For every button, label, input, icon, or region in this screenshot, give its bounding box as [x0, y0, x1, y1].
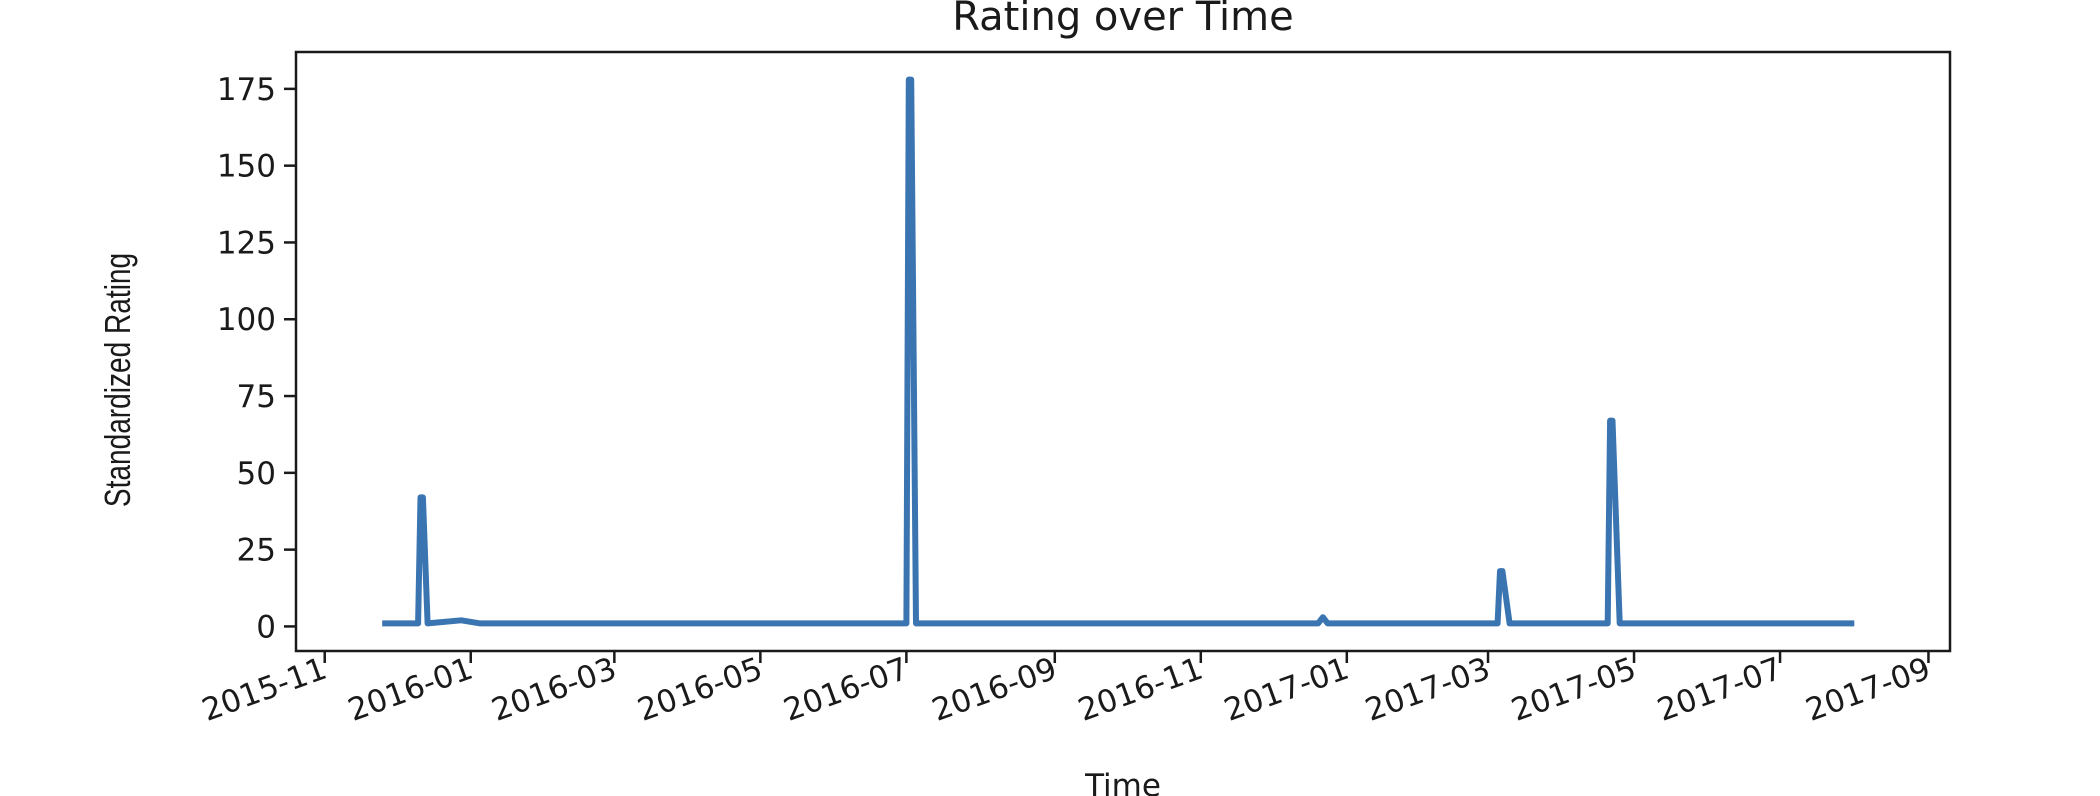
y-tick-label: 25 [237, 533, 276, 569]
x-tick-label: 2017-07 [1653, 651, 1787, 729]
y-tick-label: 150 [217, 149, 276, 185]
x-tick-label: 2015-11 [197, 651, 331, 729]
plot-frame [294, 50, 1952, 653]
x-tick-label: 2017-01 [1220, 651, 1354, 729]
x-tick-label: 2017-03 [1361, 651, 1495, 729]
x-tick-label: 2016-09 [927, 651, 1061, 729]
y-tick-label: 100 [217, 302, 276, 338]
y-tick-label: 175 [217, 72, 276, 108]
y-tick-label: 75 [237, 379, 276, 415]
x-tick-label: 2016-05 [633, 651, 767, 729]
series-line [382, 76, 1855, 627]
y-tick-label: 125 [217, 225, 276, 261]
x-tick-label: 2016-07 [779, 651, 913, 729]
x-tick-label: 2017-09 [1801, 651, 1935, 729]
x-axis: 2015-11 2016-01 2016-03 2016-05 2016-07 2016-… [197, 651, 1935, 729]
y-axis: 0 25 50 75 100 125 150 175 [217, 72, 296, 645]
x-tick-label: 2016-01 [343, 651, 477, 729]
x-tick-label: 2016-11 [1073, 651, 1207, 729]
y-tick-label: 50 [237, 456, 276, 492]
y-tick-label: 0 [256, 609, 276, 645]
x-tick-label: 2017-05 [1507, 651, 1641, 729]
y-axis-label: Standardized Rating [98, 253, 138, 507]
x-axis-label: Time [1084, 768, 1161, 796]
chart-title: Rating over Time [952, 0, 1293, 40]
x-tick-label: 2016-03 [487, 651, 621, 729]
